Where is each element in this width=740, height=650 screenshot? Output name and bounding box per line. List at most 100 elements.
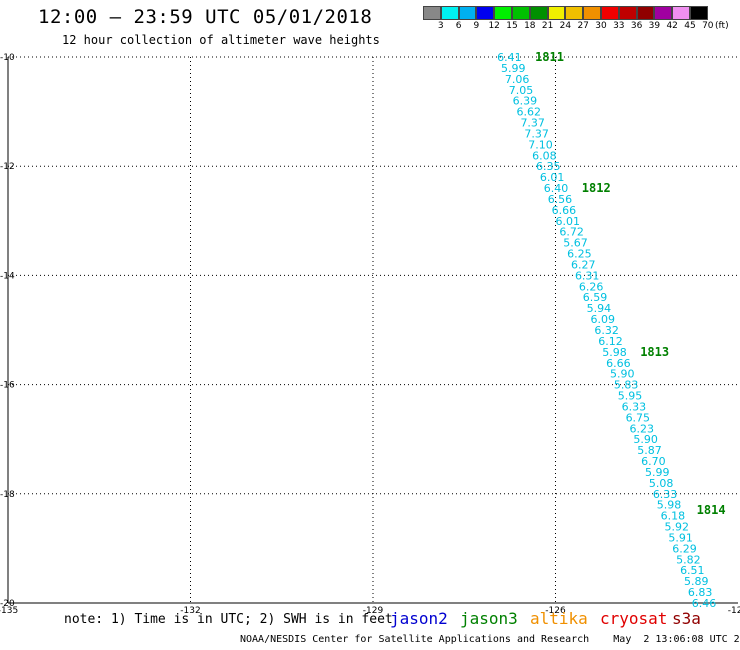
legend-label: 33 (613, 21, 625, 31)
legend-swatch (529, 6, 548, 20)
swh-value-label: 6.26 (579, 280, 604, 293)
swh-value-label: 6.01 (540, 171, 565, 184)
swh-value-label: 5.83 (614, 379, 639, 392)
legend-label: 21 (541, 21, 554, 31)
swh-value-label: 5.92 (664, 521, 689, 534)
x-tick-label: -135 (0, 606, 18, 616)
swh-value-label: 6.31 (575, 269, 600, 282)
legend-label: 12 (488, 21, 500, 31)
swh-value-label: 6.75 (626, 411, 651, 424)
swh-value-label: 5.82 (676, 553, 701, 566)
swh-value-label: 6.29 (672, 542, 697, 555)
swh-value-label: 6.66 (552, 204, 577, 217)
swh-value-label: 6.08 (532, 149, 557, 162)
y-tick-label: -10 (0, 53, 15, 63)
legend-label: 70 (702, 21, 714, 31)
legend-label: 6 (455, 21, 462, 31)
swh-value-label: 6.62 (517, 106, 542, 119)
legend-swatch (440, 6, 459, 20)
swh-value-label: 6.72 (559, 226, 584, 239)
swh-value-label: 5.08 (649, 477, 674, 490)
swh-value-label: 6.09 (591, 313, 616, 326)
time-label: 1814 (697, 503, 726, 517)
swh-value-label: 5.91 (668, 531, 693, 544)
swh-value-label: 6.83 (688, 586, 713, 599)
legend-swatch (423, 6, 441, 20)
swh-value-label: 5.87 (637, 444, 662, 457)
swh-value-label: 5.90 (610, 368, 635, 381)
swh-value-label: 5.99 (645, 466, 670, 479)
swh-value-label: 6.33 (653, 488, 678, 501)
swh-value-label: 6.56 (548, 193, 573, 206)
satellite-label-jason3: jason3 (460, 609, 518, 628)
swh-value-label: 5.94 (587, 302, 612, 315)
swh-value-label: 5.98 (657, 499, 682, 512)
legend-swatch (547, 6, 566, 20)
swh-value-label: 6.40 (544, 182, 569, 195)
legend-label: 27 (577, 21, 589, 31)
y-tick-label: -20 (0, 599, 15, 609)
legend-swatch (654, 6, 673, 20)
x-tick-label: -123 (728, 606, 740, 616)
legend-label: 45 (684, 21, 696, 31)
time-label: 1813 (640, 345, 669, 359)
legend-labels: 3 6 9 12 15 18 21 24 27 30 33 36 39 42 45 70 (ft) (423, 20, 729, 34)
x-tick-label: -126 (545, 606, 566, 616)
swh-value-label: 6.35 (536, 160, 561, 173)
legend-swatch (618, 6, 637, 20)
swh-value-label: 5.89 (684, 575, 709, 588)
swh-value-label: 6.23 (629, 422, 654, 435)
y-tick-label: -16 (0, 381, 15, 391)
legend-label: 39 (648, 21, 661, 31)
swh-value-label: 6.59 (583, 291, 608, 304)
legend-label: 18 (524, 21, 536, 31)
legend-swatch (565, 6, 584, 20)
swh-value-label: 7.05 (509, 84, 533, 97)
swh-value-label: 5.99 (501, 62, 526, 75)
legend-swatch (689, 6, 708, 20)
swh-value-label: 7.10 (528, 138, 553, 151)
x-tick-label: -129 (363, 606, 384, 616)
x-tick-label: -132 (180, 606, 200, 616)
footer-credit: NOAA/NESDIS Center for Satellite Applica… (240, 634, 740, 645)
swh-value-label: 6.41 (497, 51, 522, 64)
swh-value-label: 6.33 (622, 400, 647, 413)
satellite-label-s3a: s3a (672, 609, 701, 628)
legend-swatches (423, 6, 708, 20)
swh-value-label: 7.37 (520, 117, 545, 130)
page-title: 12:00 – 23:59 UTC 05/01/2018 (38, 6, 373, 28)
legend-label: 3 (437, 21, 444, 31)
swh-value-label: 6.32 (594, 324, 619, 337)
swh-value-label: 6.01 (555, 215, 580, 228)
satellite-label-jason2: jason2 (390, 609, 448, 628)
legend-swatch (458, 6, 477, 20)
swh-value-label: 6.27 (571, 258, 596, 271)
y-tick-label: -18 (0, 490, 15, 500)
swh-value-label: 5.95 (618, 390, 643, 403)
swh-value-label: 5.90 (633, 433, 658, 446)
legend-label: 24 (559, 21, 572, 31)
wave-height-legend: 3 6 9 12 15 18 21 24 27 30 33 36 39 42 45 70 (ft) (423, 6, 729, 34)
swh-value-label: 6.51 (680, 564, 705, 577)
legend-label: 30 (595, 21, 607, 31)
swh-value-label: 5.98 (602, 346, 627, 359)
page-subtitle: 12 hour collection of altimeter wave hei… (62, 33, 380, 47)
time-label: 1812 (582, 181, 611, 195)
legend-swatch (583, 6, 601, 20)
satellite-label-altika: altika (530, 609, 588, 628)
y-tick-label: -14 (0, 271, 15, 281)
legend-swatch (672, 6, 690, 20)
swh-value-label: 6.46 (692, 597, 717, 610)
legend-swatch (600, 6, 619, 20)
swh-value-label: 7.37 (524, 127, 549, 140)
swh-value-label: 5.67 (563, 237, 588, 250)
swh-value-label: 6.12 (598, 335, 623, 348)
legend-label: 42 (666, 21, 678, 31)
legend-swatch (476, 6, 495, 20)
time-label: 1811 (535, 50, 564, 64)
satellite-label-cryosat: cryosat (600, 609, 668, 628)
swh-value-label: 7.06 (505, 73, 530, 86)
legend-swatch (511, 6, 530, 20)
legend-label: 36 (630, 21, 643, 31)
